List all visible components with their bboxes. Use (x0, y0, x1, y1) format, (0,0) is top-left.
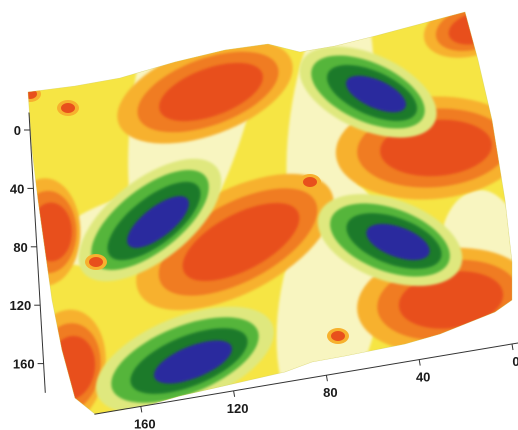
y-tick-label: 120 (9, 298, 31, 313)
high-lobe-2 (182, 202, 300, 282)
y-tick-label: 160 (13, 357, 35, 372)
saddle-spot-3 (331, 331, 345, 341)
x-tick-label: 80 (323, 385, 337, 400)
y-tick-label: 80 (13, 240, 27, 255)
low-lobe-3 (153, 340, 233, 384)
saddle-spot-4 (28, 89, 37, 99)
y-tick-label: 40 (10, 181, 24, 196)
high-lobe-0 (159, 62, 263, 122)
x-axis: 160 120 80 40 0 (94, 342, 518, 430)
saddle-spot-1 (303, 177, 317, 187)
x-tick-label: 160 (134, 416, 156, 430)
x-axis-line (94, 342, 518, 415)
y-tick-label: 0 (14, 123, 21, 138)
saddle-spot-2 (89, 257, 103, 267)
y-axis-line (28, 112, 46, 393)
saddle-spot-0 (61, 103, 75, 113)
x-tick-label: 40 (416, 370, 430, 385)
x-tick-mark (140, 406, 143, 413)
x-tick-mark (325, 375, 328, 382)
low-lobe-1 (127, 196, 189, 248)
x-tick-label: 120 (227, 401, 249, 416)
y-axis: 0 40 80 120 160 (9, 112, 46, 393)
low-lobe-0 (346, 75, 406, 113)
x-tick-mark (511, 343, 514, 351)
x-tick-label: 0 (512, 354, 518, 369)
low-lobe-2 (366, 223, 430, 261)
x-tick-mark (418, 359, 421, 366)
surface-outline (27, 11, 513, 415)
x-tick-mark (233, 390, 236, 397)
